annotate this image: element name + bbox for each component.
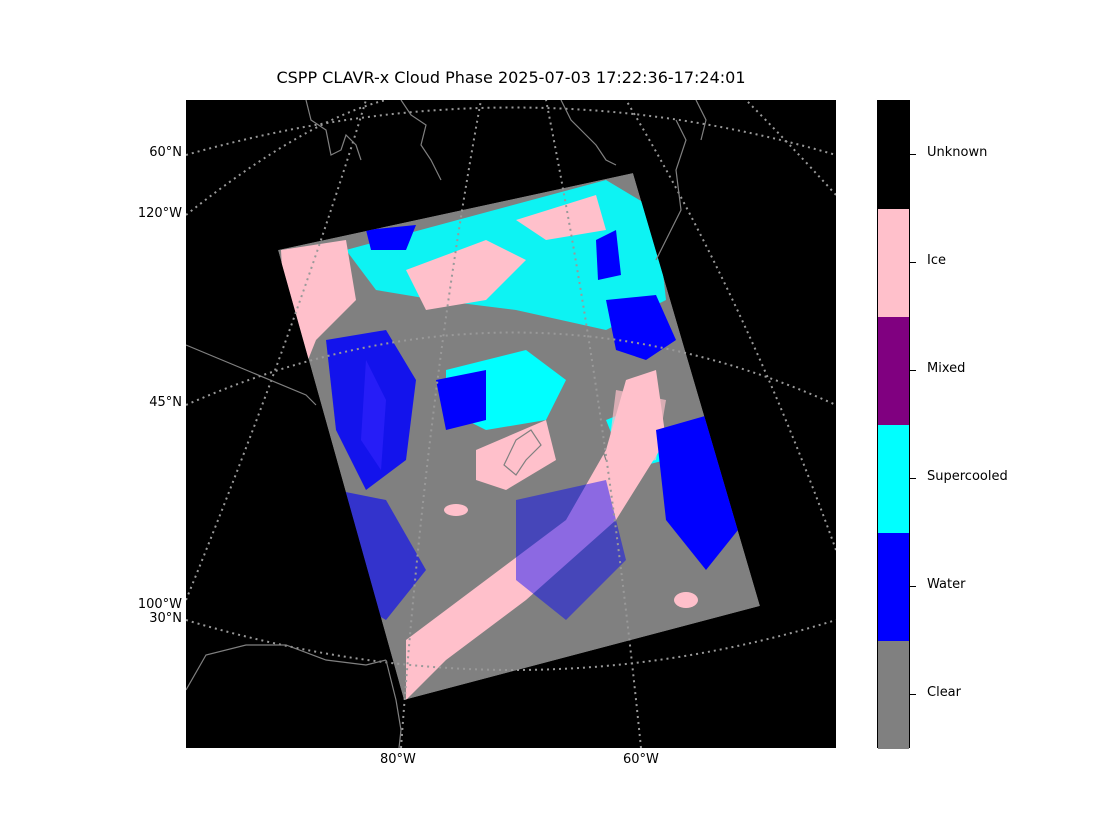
lon-label-120w: 120°W — [137, 206, 182, 221]
map-panel — [186, 100, 836, 748]
colorbar-tick — [910, 154, 916, 155]
colorbar-segment-mixed — [878, 317, 909, 425]
lon-label-60w: 60°W — [623, 752, 659, 767]
colorbar-label-unknown: Unknown — [927, 145, 988, 160]
colorbar-tick — [910, 262, 916, 263]
colorbar-tick — [910, 370, 916, 371]
colorbar-label-supercooled: Supercooled — [927, 469, 1008, 484]
colorbar-tick — [910, 586, 916, 587]
colorbar-segment-unknown — [878, 101, 909, 209]
graticule — [186, 100, 836, 748]
map-svg — [186, 100, 836, 748]
colorbar-label-mixed: Mixed — [927, 361, 966, 376]
colorbar-label-water: Water — [927, 577, 966, 592]
colorbar-label-ice: Ice — [927, 253, 946, 268]
colorbar-label-clear: Clear — [927, 685, 961, 700]
colorbar-segment-ice — [878, 209, 909, 317]
lon-label-100w: 100°W — [137, 597, 182, 612]
coastlines — [186, 100, 707, 748]
lon-label-80w: 80°W — [380, 752, 416, 767]
colorbar-tick — [910, 478, 916, 479]
colorbar — [877, 100, 910, 749]
colorbar-segment-clear — [878, 641, 909, 749]
lat-label-60: 60°N — [149, 145, 182, 160]
colorbar-segment-supercooled — [878, 425, 909, 533]
lat-label-30: 30°N — [149, 611, 182, 626]
lat-label-45: 45°N — [149, 395, 182, 410]
colorbar-tick — [910, 694, 916, 695]
chart-title: CSPP CLAVR-x Cloud Phase 2025-07-03 17:2… — [276, 68, 746, 87]
colorbar-segment-water — [878, 533, 909, 641]
